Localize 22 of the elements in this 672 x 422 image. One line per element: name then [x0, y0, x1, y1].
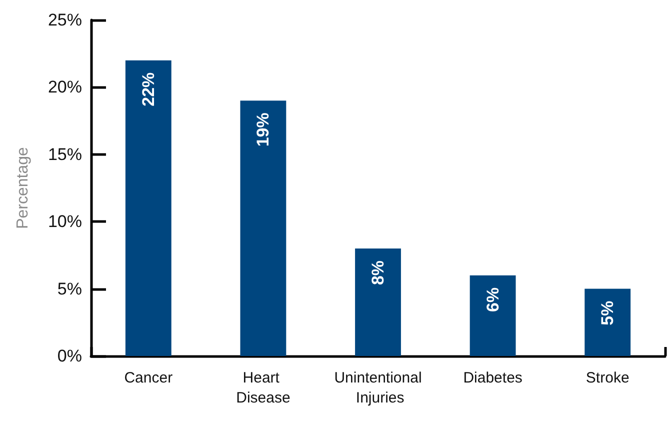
data-label: 22%	[138, 72, 158, 106]
data-label: 6%	[483, 287, 502, 312]
y-tick-label: 25%	[48, 10, 82, 30]
bar	[240, 100, 286, 356]
y-tick-label: 20%	[48, 78, 82, 97]
y-axis-title: Percentage	[14, 146, 32, 229]
data-label: 5%	[598, 300, 618, 326]
y-tick-label: 15%	[48, 144, 82, 164]
bar	[125, 60, 172, 356]
data-label: 19%	[254, 112, 273, 147]
bar	[470, 275, 516, 356]
y-tick-label: 5%	[57, 279, 82, 298]
y-tick-label: 0%	[57, 346, 82, 366]
x-tick-label: Heart Disease	[236, 370, 290, 406]
data-label: 8%	[368, 260, 388, 286]
y-tick-label: 10%	[48, 212, 82, 232]
x-tick-label: Stroke	[586, 370, 630, 386]
x-tick-label: Diabetes	[463, 370, 522, 386]
bar	[355, 248, 401, 356]
x-tick-label: Unintentional Injuries	[334, 370, 422, 406]
x-tick-label: Cancer	[124, 370, 173, 386]
bar	[584, 288, 631, 356]
